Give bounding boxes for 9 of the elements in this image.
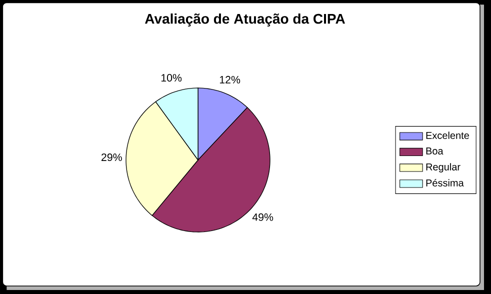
legend-label: Excelente (426, 132, 469, 139)
data-label: 10% (161, 74, 182, 82)
data-label: 49% (252, 213, 274, 221)
legend-label: Regular (426, 163, 460, 172)
chart-title: Avaliação de Atuação da CIPA (144, 13, 345, 27)
data-label: 29% (102, 154, 122, 162)
data-label: 12% (220, 76, 240, 84)
legend-label: Boa (426, 148, 444, 155)
legend-label: Péssima (426, 179, 464, 186)
